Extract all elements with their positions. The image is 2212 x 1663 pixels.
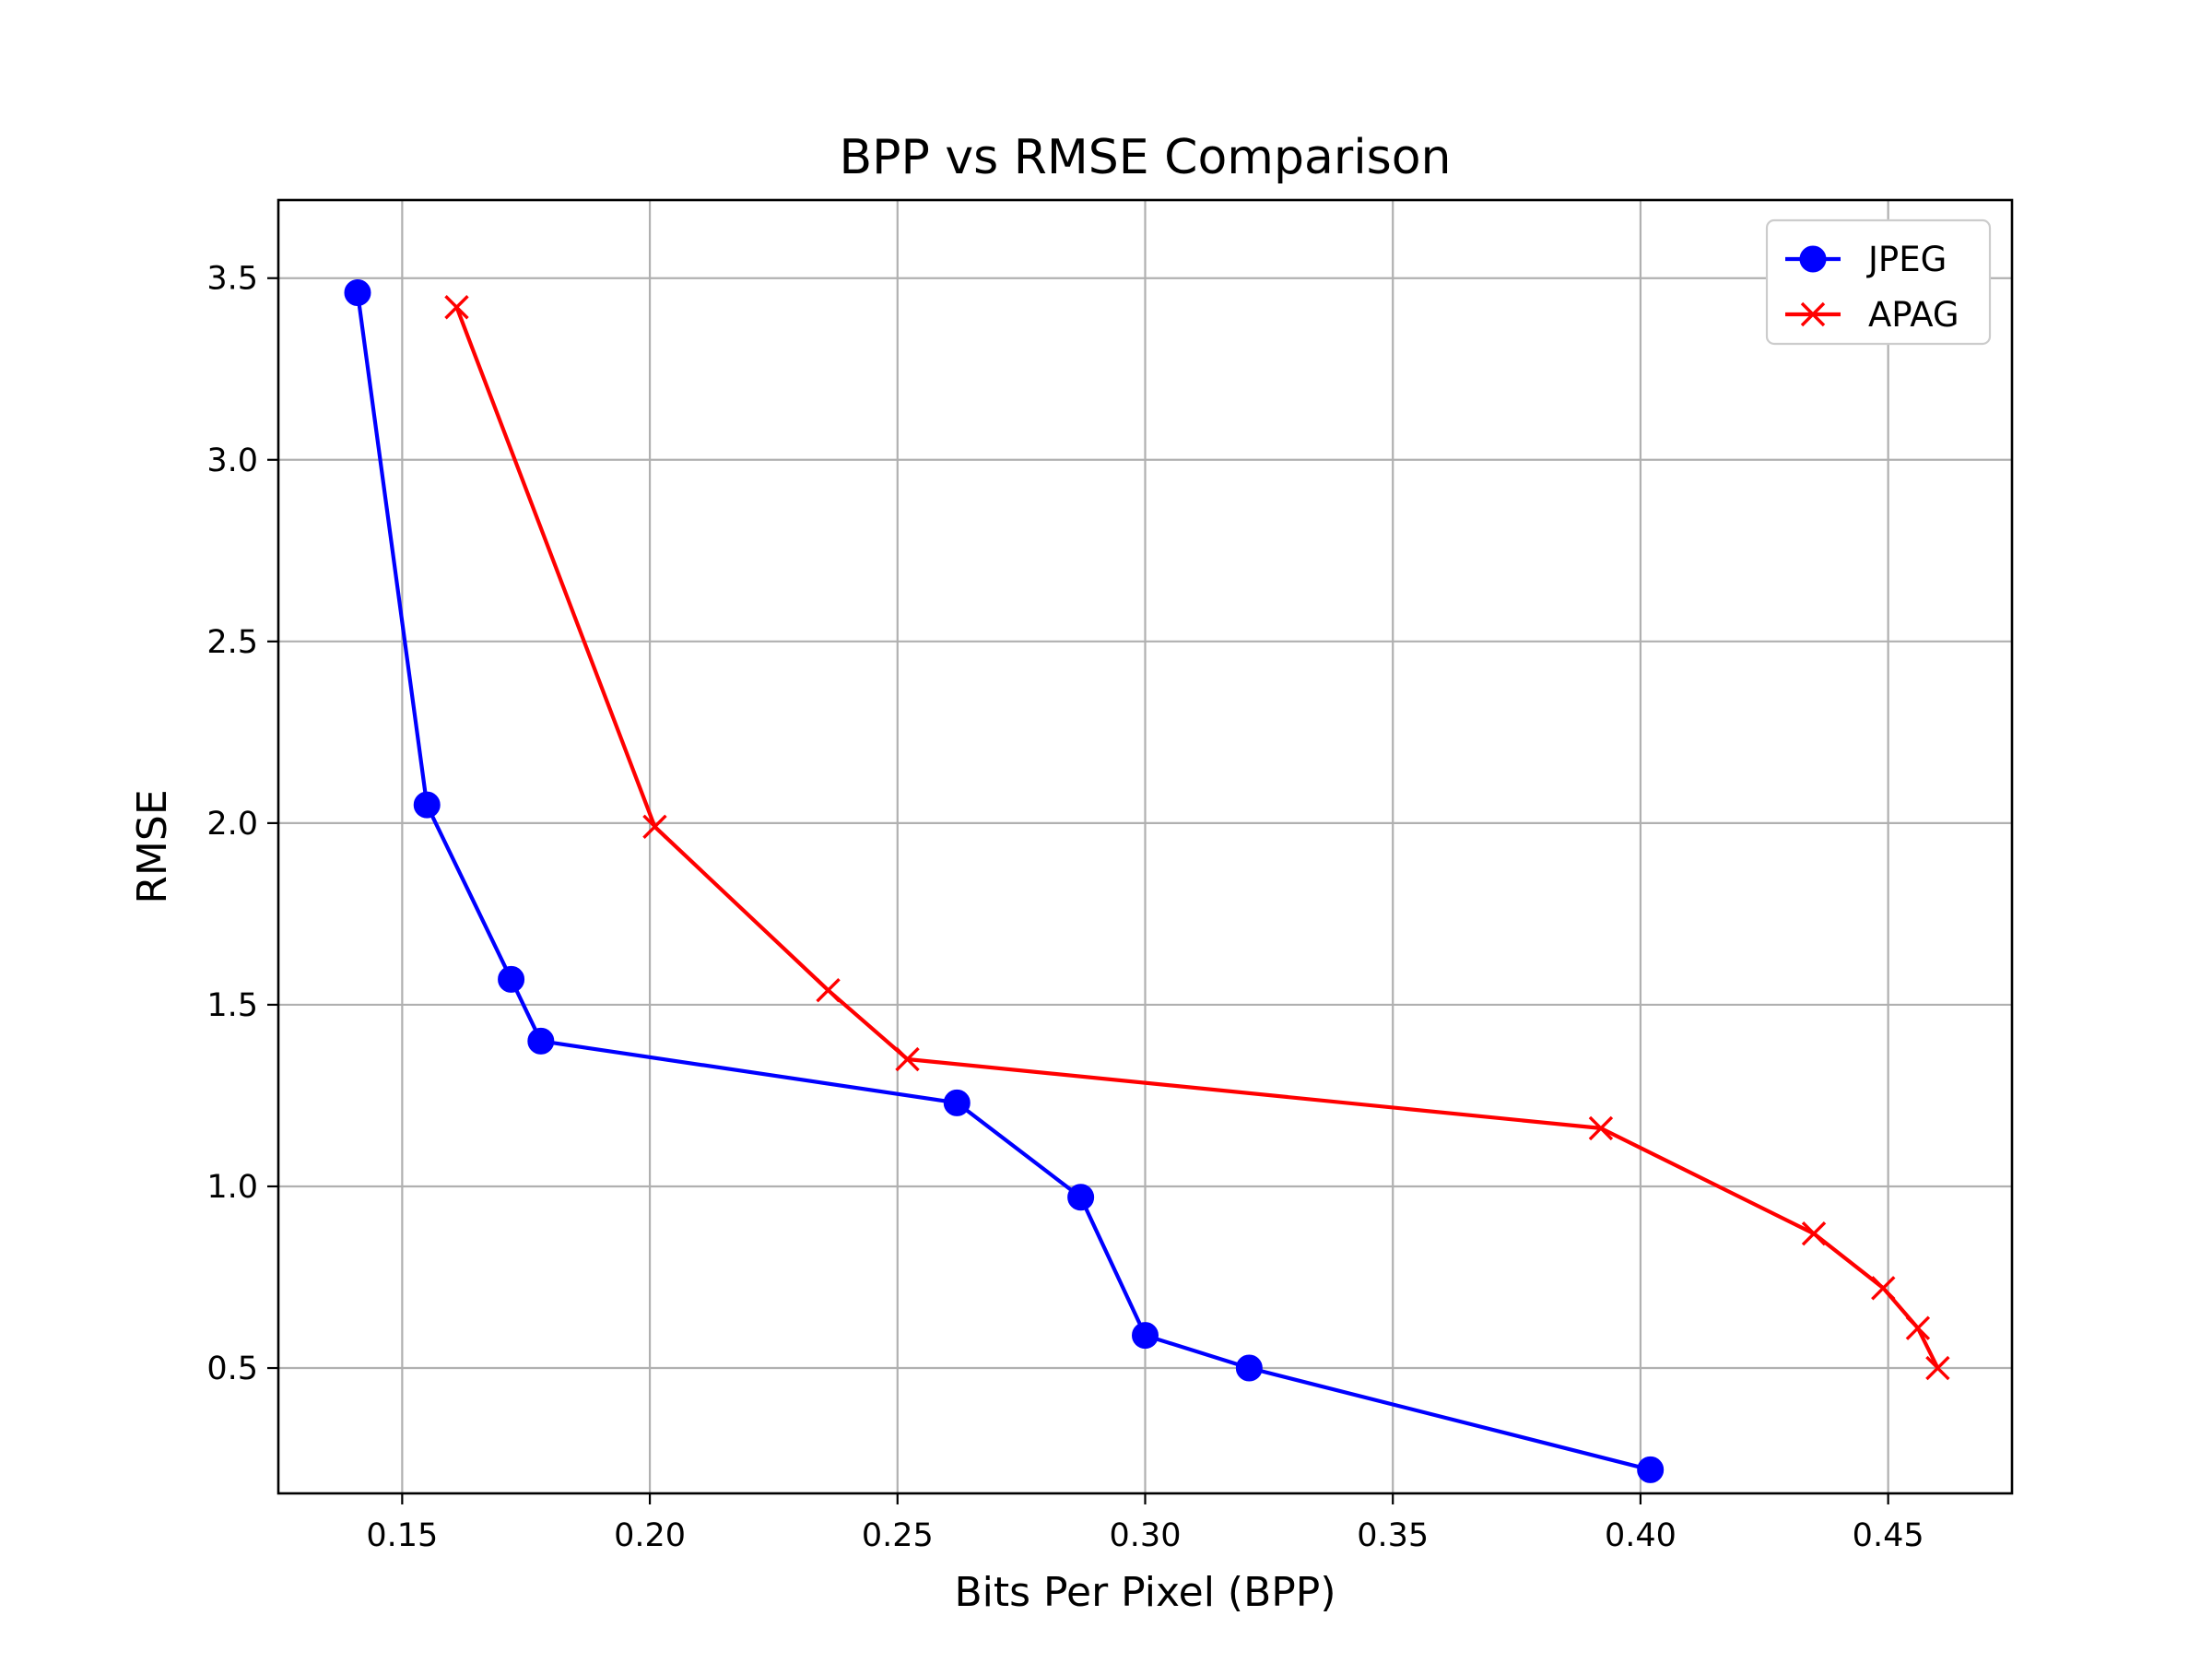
data-point-apag [1905, 1315, 1931, 1340]
x-tick-label: 0.25 [862, 1517, 934, 1554]
y-tick-label: 0.5 [206, 1350, 258, 1387]
chart-title: BPP vs RMSE Comparison [839, 130, 1451, 185]
grid-layer [278, 200, 2012, 1493]
data-point-jpeg [1067, 1184, 1095, 1211]
data-point-jpeg [344, 278, 371, 306]
series-apag [444, 295, 1950, 1381]
series-layer [344, 278, 1950, 1483]
data-point-apag [1925, 1355, 1950, 1381]
y-tick-label: 3.0 [206, 442, 258, 479]
y-tick-label: 1.0 [206, 1169, 258, 1206]
x-tick-label: 0.35 [1357, 1517, 1429, 1554]
x-axis-label: Bits Per Pixel (BPP) [954, 1569, 1335, 1616]
data-point-jpeg [413, 791, 441, 819]
tick-layer: 0.15 0.20 0.25 0.30 0.35 0.40 0.45 0.5 1.0 1.5 2.0… [206, 261, 1924, 1554]
data-point-jpeg [527, 1027, 555, 1055]
data-point-apag [642, 814, 667, 840]
y-axis-label: RMSE [129, 789, 176, 903]
plot-frame [276, 198, 2014, 1495]
legend-marker-apag [1800, 301, 1826, 327]
data-point-apag [444, 295, 469, 320]
legend-label-apag: APAG [1868, 295, 1959, 335]
legend-marker-jpeg [1799, 245, 1827, 273]
legend-item-jpeg: JPEG [1785, 240, 1947, 279]
legend-label-jpeg: JPEG [1866, 240, 1947, 279]
y-tick-label: 1.5 [206, 987, 258, 1024]
data-point-jpeg [1637, 1456, 1665, 1483]
data-point-jpeg [1235, 1354, 1263, 1382]
x-tick-label: 0.45 [1853, 1517, 1924, 1554]
data-point-jpeg [943, 1089, 971, 1116]
series-jpeg [344, 278, 1665, 1483]
y-tick-label: 2.5 [206, 624, 258, 661]
y-tick-label: 2.0 [206, 806, 258, 843]
legend: JPEG APAG [1765, 218, 1992, 346]
data-point-apag [1588, 1115, 1614, 1141]
legend-item-apag: APAG [1785, 295, 1959, 335]
y-tick-label: 3.5 [206, 261, 258, 298]
data-point-jpeg [498, 965, 525, 993]
x-tick-label: 0.15 [366, 1517, 438, 1554]
data-point-jpeg [1132, 1322, 1159, 1350]
data-point-apag [895, 1046, 920, 1072]
data-point-apag [816, 977, 841, 1003]
data-point-apag [1801, 1221, 1827, 1246]
x-tick-label: 0.20 [614, 1517, 686, 1554]
x-tick-label: 0.30 [1110, 1517, 1182, 1554]
data-point-apag [1871, 1276, 1896, 1301]
x-tick-label: 0.40 [1605, 1517, 1677, 1554]
